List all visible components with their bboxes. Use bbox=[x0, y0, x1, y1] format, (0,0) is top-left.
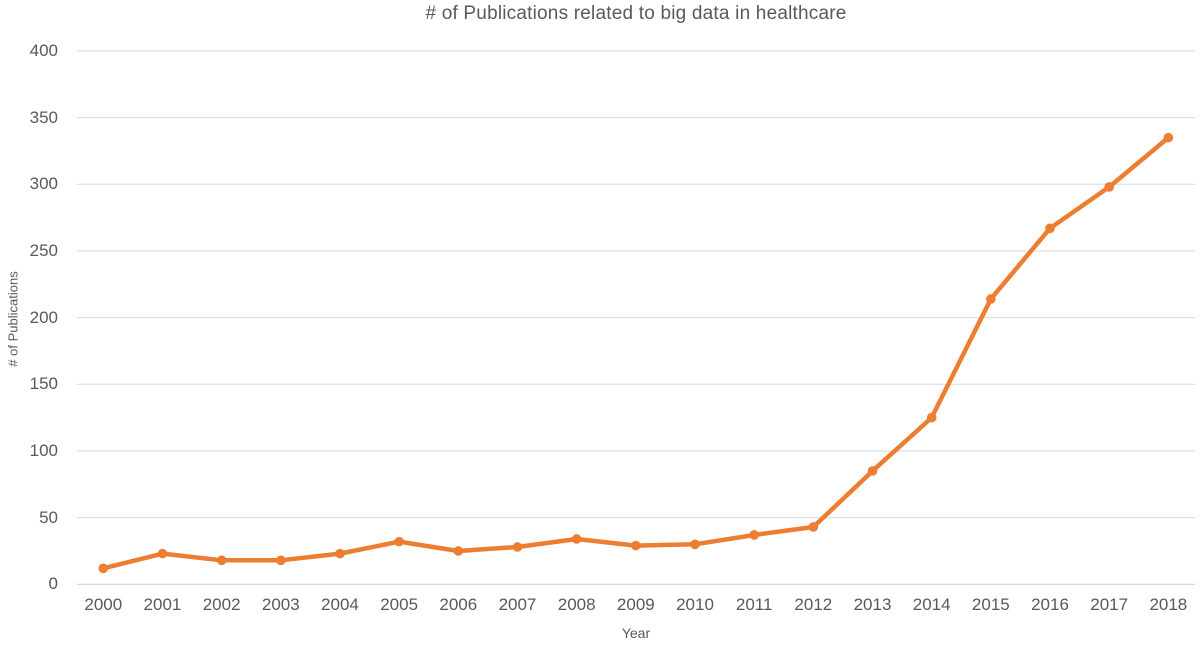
data-point-marker bbox=[1163, 132, 1174, 143]
x-axis-tick-label: 2006 bbox=[439, 595, 478, 614]
x-axis-tick-label: 2017 bbox=[1090, 595, 1129, 614]
data-line bbox=[101, 135, 1171, 571]
x-axis-tick-label: 2005 bbox=[380, 595, 419, 614]
x-axis-tick-label: 2009 bbox=[616, 595, 655, 614]
x-axis-tick-label: 2013 bbox=[853, 595, 892, 614]
data-point-marker bbox=[98, 563, 109, 574]
data-point-marker bbox=[453, 546, 464, 556]
x-axis-tick-label: 2004 bbox=[321, 595, 359, 614]
data-point-marker bbox=[749, 530, 759, 540]
x-axis-title: Year bbox=[621, 625, 651, 641]
data-point-marker bbox=[1104, 182, 1114, 192]
data-point-marker bbox=[276, 555, 286, 566]
x-axis-tick-label: 2010 bbox=[676, 595, 714, 614]
data-point-marker bbox=[512, 542, 523, 552]
data-point-marker bbox=[986, 294, 996, 304]
data-point-marker bbox=[631, 540, 641, 551]
data-point-marker bbox=[926, 412, 937, 423]
data-point-marker bbox=[571, 534, 582, 544]
y-axis-tick-label: 150 bbox=[29, 374, 58, 394]
x-axis-tick-label: 2012 bbox=[794, 595, 833, 614]
data-point-marker bbox=[808, 522, 819, 532]
x-axis-tick-label: 2018 bbox=[1149, 595, 1188, 614]
y-axis-tick-label: 350 bbox=[29, 107, 58, 127]
y-axis-tick-label: 200 bbox=[29, 307, 58, 327]
data-point-marker bbox=[1045, 223, 1055, 234]
x-axis-tick-label: 2008 bbox=[557, 595, 596, 614]
x-axis-tick-label: 2011 bbox=[735, 595, 773, 614]
x-axis-tick-label: 2007 bbox=[498, 595, 537, 614]
data-point-marker bbox=[690, 539, 700, 550]
x-axis-tick-label: 2002 bbox=[202, 595, 241, 614]
y-axis-tick-label: 100 bbox=[29, 440, 58, 460]
x-axis-tick-label: 2001 bbox=[143, 595, 182, 614]
data-point-marker bbox=[394, 536, 404, 547]
y-axis-tick-label: 400 bbox=[29, 40, 58, 60]
data-point-marker bbox=[216, 555, 227, 566]
chart-title: # of Publications related to big data in… bbox=[425, 3, 847, 24]
x-axis-tick-label: 2000 bbox=[84, 595, 123, 614]
x-axis-tick-label: 2015 bbox=[971, 595, 1010, 614]
x-axis-tick-label: 2003 bbox=[261, 595, 300, 614]
data-point-marker bbox=[335, 548, 345, 559]
y-axis-tick-label: 0 bbox=[48, 574, 58, 594]
y-axis-tick-label: 250 bbox=[29, 240, 58, 260]
data-point-marker bbox=[157, 548, 168, 559]
x-axis-tick-label: 2016 bbox=[1031, 595, 1069, 614]
data-point-marker bbox=[867, 466, 878, 476]
y-axis-tick-label: 300 bbox=[29, 174, 58, 194]
y-axis-tick-label: 50 bbox=[39, 507, 58, 527]
x-axis-tick-label: 2014 bbox=[912, 595, 951, 614]
